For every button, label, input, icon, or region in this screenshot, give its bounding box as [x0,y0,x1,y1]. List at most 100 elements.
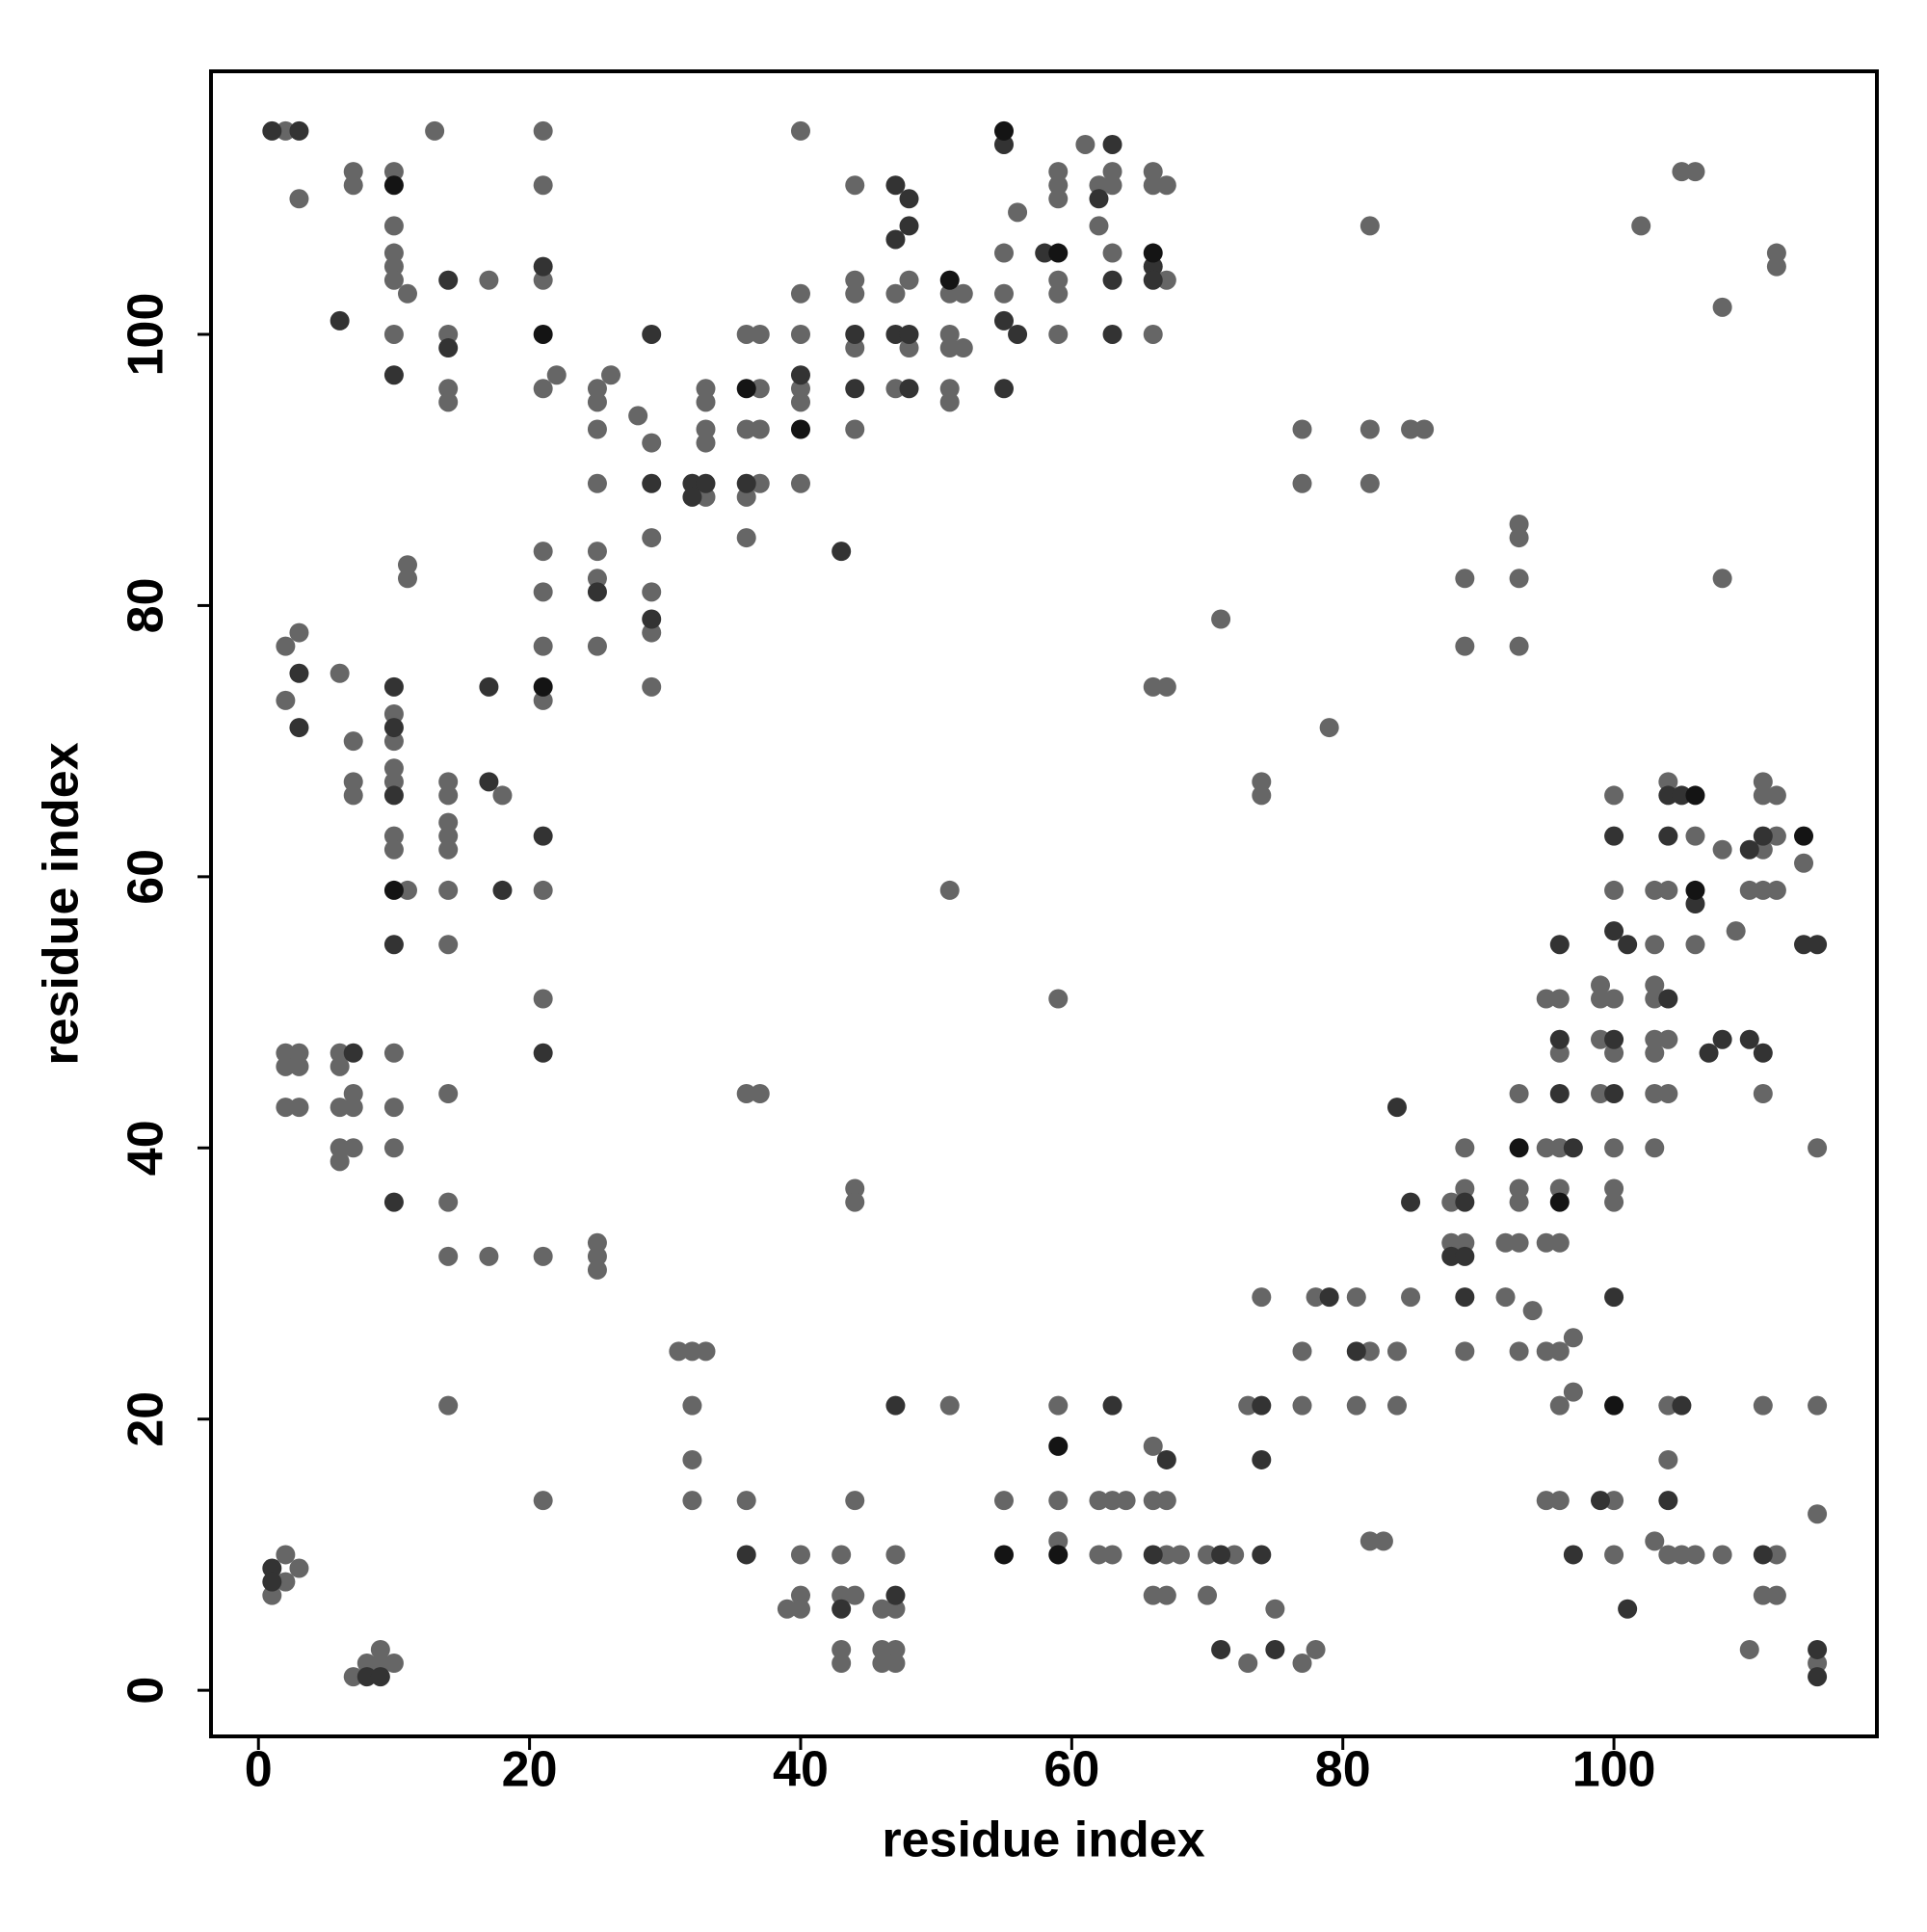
point [1292,1654,1312,1674]
point [1455,1232,1475,1253]
point [1441,1246,1462,1266]
point [1563,1382,1583,1402]
point [1509,1232,1529,1253]
point [438,1395,459,1416]
point [939,270,960,290]
point [885,1639,906,1659]
point [1509,528,1529,548]
point [1509,514,1529,534]
point [1143,324,1163,344]
point [1685,935,1705,955]
point [1645,1138,1665,1158]
point [1373,1531,1393,1551]
point [696,473,716,493]
point [736,419,756,439]
point [1685,162,1705,182]
point [1808,1654,1828,1674]
point [383,175,404,196]
point [383,703,404,724]
point [289,622,309,643]
point [1726,921,1746,941]
point [790,379,810,399]
point [397,880,417,900]
point [1509,636,1529,656]
point [736,1491,756,1511]
point [790,1599,810,1619]
point [1143,256,1163,277]
point [1265,1599,1285,1619]
point [383,1043,404,1063]
point [1359,1341,1380,1362]
point [1035,243,1055,263]
point [356,1667,377,1687]
point [1102,162,1122,182]
point [1712,297,1732,317]
point [736,1545,756,1565]
point [736,379,756,399]
point [343,785,363,806]
point [1386,1395,1407,1416]
point [438,379,459,399]
y-tick-label: 80 [119,578,174,634]
point [1591,975,1611,995]
point [438,1192,459,1212]
point [1509,1138,1529,1158]
point [1604,989,1624,1009]
point [1198,1545,1218,1565]
point [1292,473,1312,493]
point [1604,1084,1624,1104]
point [1604,1138,1624,1158]
point [1102,270,1122,290]
point [533,379,553,399]
point [1292,1395,1312,1416]
point [832,1654,852,1674]
point [383,1098,404,1118]
y-tick-label: 20 [119,1391,174,1447]
point [533,542,553,562]
point [1455,1178,1475,1199]
point [330,1056,350,1076]
point [1685,894,1705,913]
point [845,1585,865,1605]
point [736,1084,756,1104]
point [1509,569,1529,589]
point [993,120,1014,141]
point [845,283,865,304]
point [1549,1491,1570,1511]
point [832,1599,852,1619]
point [1102,243,1122,263]
point [1143,162,1163,182]
point [479,270,499,290]
point [383,1138,404,1158]
point [1455,1246,1475,1266]
point [1563,1328,1583,1348]
point [790,392,810,412]
x-tick-label: 60 [1043,1742,1099,1798]
point [438,826,459,846]
point [885,379,906,399]
point [845,1491,865,1511]
point [885,1545,906,1565]
point [1102,1545,1122,1565]
point [1198,1585,1218,1605]
point [1509,1084,1529,1104]
point [1549,1232,1570,1253]
point [845,419,865,439]
point [1252,1545,1272,1565]
point [1048,1545,1069,1565]
point [343,1138,363,1158]
point [289,189,309,209]
point [425,120,445,141]
point [953,283,973,304]
point [1401,1192,1421,1212]
point [642,609,662,629]
point [1753,772,1773,792]
point [1645,1084,1665,1104]
point [1753,839,1773,860]
point [1672,785,1692,806]
point [289,1098,309,1118]
point [845,379,865,399]
point [939,880,960,900]
point [1359,419,1380,439]
point [845,175,865,196]
